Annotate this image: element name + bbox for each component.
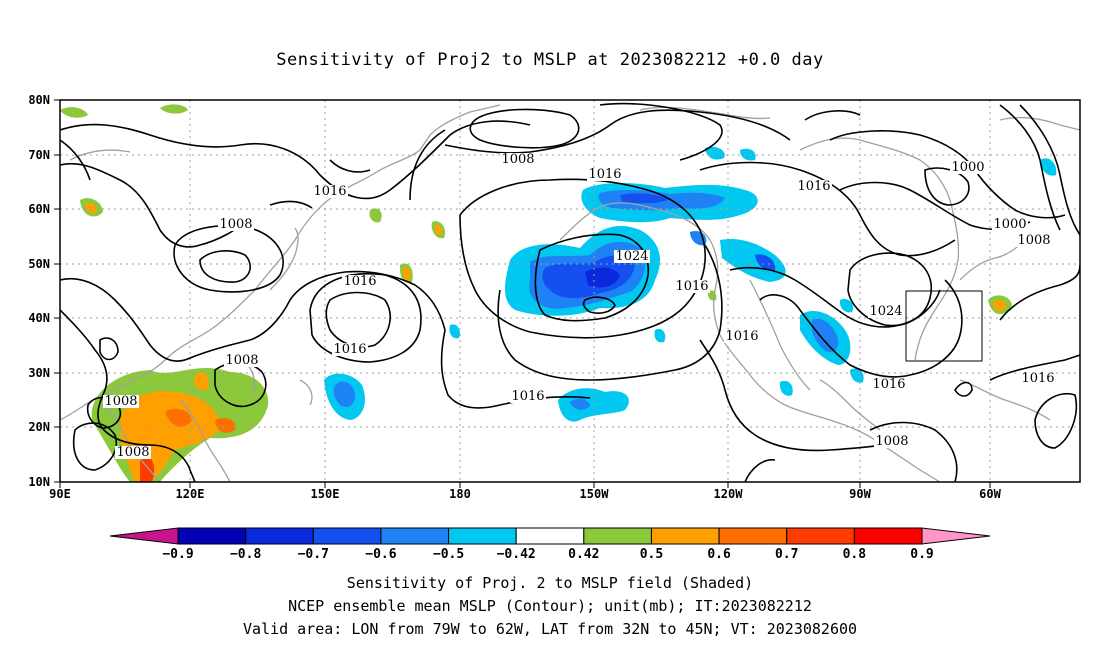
lon-label: 120W — [714, 487, 744, 501]
contour-label-bg — [332, 343, 368, 356]
contour-label-bg — [218, 218, 254, 231]
lat-label: 40N — [28, 311, 50, 325]
contour-label-bg — [614, 250, 650, 263]
contour-label-bg — [115, 446, 151, 459]
lon-label: 90W — [849, 487, 871, 501]
map-frame — [59, 99, 1081, 483]
lon-label: 150W — [580, 487, 610, 501]
contour-label-bg — [1016, 234, 1052, 247]
contour-label-bg — [510, 390, 546, 403]
colorbar-swatch — [583, 527, 652, 545]
contour-label: 1008 — [116, 445, 149, 460]
contour-label-bg — [587, 168, 623, 181]
colorbar-swatch — [515, 527, 585, 545]
contour-label: 1016 — [797, 179, 830, 194]
colorbar-swatch — [718, 527, 788, 545]
contour-label-bg — [871, 378, 907, 391]
colorbar-swatch — [177, 527, 247, 545]
axis-ticks — [54, 99, 991, 488]
contour-label: 1008 — [219, 217, 252, 232]
lat-label: 20N — [28, 420, 50, 434]
lat-label: 10N — [28, 475, 50, 489]
colorbar-label: 0.7 — [775, 547, 798, 562]
sensitivity-shading — [60, 104, 1057, 482]
contour-label-bg — [103, 395, 139, 408]
lon-label: 90E — [49, 487, 71, 501]
contour-labels: 1008 1016 1008 1016 1016 1016 1008 1008 1008 1016… — [103, 152, 1056, 460]
colorbar-swatch — [786, 527, 855, 545]
contour-label-bg — [868, 305, 904, 318]
colorbar-label: 0.6 — [707, 547, 731, 562]
colorbar-swatch — [853, 527, 923, 545]
colorbar-label: 0.42 — [568, 547, 599, 562]
colorbar-high-end — [921, 527, 991, 545]
contour-label-bg — [992, 218, 1028, 231]
lat-label: 80N — [28, 93, 50, 107]
valid-area-box — [905, 290, 983, 362]
lon-label: 150E — [311, 487, 340, 501]
colorbar-label: 0.5 — [640, 547, 663, 562]
contour-label: 1008 — [875, 434, 908, 449]
colorbar-swatch — [312, 527, 382, 545]
caption-shaded: Sensitivity of Proj. 2 to MSLP field (Sh… — [346, 574, 754, 592]
contour-label: 1016 — [725, 329, 758, 344]
contour-label-bg — [674, 280, 710, 293]
contour-label-bg — [950, 161, 986, 174]
contour-label: 1016 — [511, 389, 544, 404]
contour-label: 1024 — [869, 304, 902, 319]
contour-label: 1016 — [1021, 371, 1054, 386]
colorbar-swatch — [245, 527, 314, 545]
colorbar-label: −0.42 — [497, 547, 536, 562]
contour-label: 1008 — [104, 394, 137, 409]
contour-label: 1016 — [333, 342, 366, 357]
colorbar-label: −0.5 — [433, 547, 464, 562]
lon-label: 120E — [176, 487, 205, 501]
lat-label: 60N — [28, 202, 50, 216]
colorbar-label: 0.8 — [843, 547, 867, 562]
contour-label: 1016 — [588, 167, 621, 182]
contour-label-bg — [342, 275, 378, 288]
contour-label: 1016 — [313, 184, 346, 199]
colorbar-swatch — [448, 527, 517, 545]
caption-contour: NCEP ensemble mean MSLP (Contour); unit(… — [288, 597, 812, 615]
contour-label: 1008 — [225, 353, 258, 368]
contour-label-bg — [312, 185, 348, 198]
colorbar-label: −0.9 — [162, 547, 193, 562]
colorbar-label: −0.6 — [365, 547, 396, 562]
contour-label: 1000 — [951, 160, 984, 175]
contour-label: 1000 — [993, 217, 1026, 232]
contour-label-bg — [1020, 372, 1056, 385]
colorbar-swatch — [650, 527, 720, 545]
colorbar-label: −0.7 — [298, 547, 329, 562]
colorbar-swatch — [380, 527, 450, 545]
map-title: Sensitivity of Proj2 to MSLP at 20230822… — [276, 50, 824, 70]
contour-label-bg — [724, 330, 760, 343]
lat-label: 30N — [28, 366, 50, 380]
contour-label-bg — [224, 354, 260, 367]
contour-label: 1008 — [1017, 233, 1050, 248]
mslp-contours — [60, 102, 1080, 482]
coastlines — [60, 104, 1080, 482]
contour-label-bg — [874, 435, 910, 448]
longitude-labels: 90E 120E 150E 180 150W 120W 90W 60W — [49, 487, 1001, 501]
contour-label: 1016 — [872, 377, 905, 392]
contour-label-bg — [500, 153, 536, 166]
contour-label: 1016 — [343, 274, 376, 289]
colorbar-low-end — [109, 527, 179, 545]
colorbar-label: 0.9 — [910, 547, 933, 562]
lon-label: 180 — [449, 487, 471, 501]
lat-label: 50N — [28, 257, 50, 271]
contour-label: 1008 — [501, 152, 534, 167]
colorbar-label: −0.8 — [230, 547, 261, 562]
lat-label: 70N — [28, 148, 50, 162]
contour-label: 1024 — [615, 249, 648, 264]
lon-label: 60W — [979, 487, 1001, 501]
caption-valid-area: Valid area: LON from 79W to 62W, LAT fro… — [242, 620, 858, 638]
contour-label: 1016 — [675, 279, 708, 294]
graticule — [60, 100, 1080, 482]
latitude-labels: 80N 70N 60N 50N 40N 30N 20N 10N — [28, 93, 50, 489]
colorbar: −0.9 −0.8 −0.7 −0.6 −0.5 −0.42 0.42 0.5 0.6 0.7 0.… — [109, 527, 991, 562]
contour-label-bg — [796, 180, 832, 193]
